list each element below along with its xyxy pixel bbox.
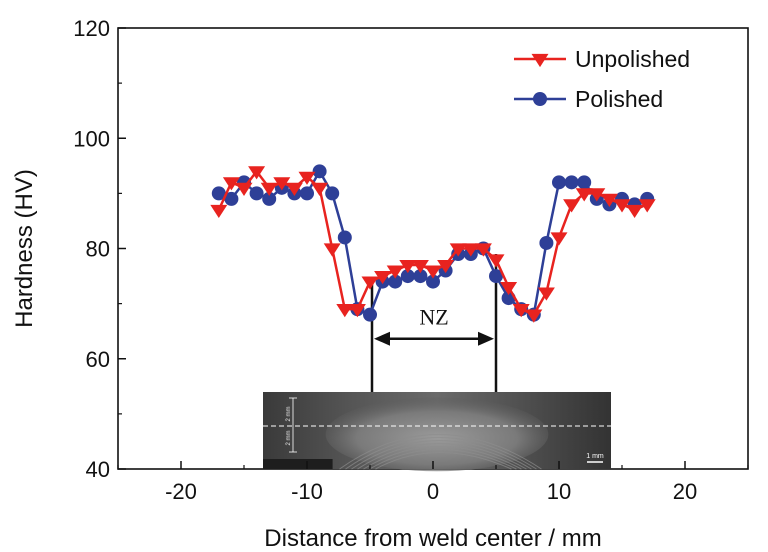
inset-flow-line [363,446,522,470]
legend-label-polished: Polished [575,86,663,112]
unpolished-point [285,182,303,196]
weld-macrograph-inset: 2 mm 2 mm 1 mm [263,392,611,472]
polished-point [224,191,239,206]
nz-arrow-head-left [374,331,390,346]
polished-point [413,269,428,284]
legend-label-unpolished: Unpolished [575,46,690,72]
polished-point [337,230,352,245]
polished-point [400,269,415,284]
unpolished-point [386,265,404,279]
legend-item-polished: Polished [514,86,663,112]
polished-point [312,164,327,179]
polished-point [211,186,226,201]
polished-point [539,235,554,250]
polished-point [388,274,403,289]
unpolished-point [361,276,379,290]
polished-point [249,186,264,201]
unpolished-point [348,304,366,318]
unpolished-point [537,287,555,301]
x-tick-label: -20 [165,479,197,504]
unpolished-point [222,177,240,191]
legend-marker-unpolished [531,53,549,68]
inset-scalebar-label: 1 mm [586,453,604,460]
legend: Unpolished Polished [514,46,690,112]
x-axis-ticks: -20 -10 0 10 20 [117,461,749,504]
polished-point [325,186,340,201]
inset-flow-line [339,434,542,470]
unpolished-point [374,270,392,285]
unpolished-point [613,199,631,213]
unpolished-point [487,254,505,268]
series-layer [210,164,656,323]
series-unpolished [210,166,656,323]
x-tick-label: 20 [673,479,697,504]
unpolished-point [298,171,316,185]
nz-arrow-head-right [478,331,494,346]
unpolished-point [600,193,618,207]
inset-scale-label-1: 2 mm [286,406,292,421]
inset-flow-line [351,440,532,470]
unpolished-point [323,243,341,257]
y-tick-label: 80 [86,237,110,262]
inset-dark-band [263,459,333,469]
unpolished-point [474,243,492,257]
inset-flow-line [375,452,512,470]
unpolished-point [500,281,518,296]
nz-label: NZ [419,305,448,330]
series-polished [211,164,655,322]
x-tick-label: 0 [427,479,439,504]
polished-point [262,191,277,206]
unpolished-point [575,188,593,202]
unpolished-point [563,199,581,213]
inset-scale-label-2: 2 mm [286,430,292,445]
unpolished-point [311,182,329,196]
unpolished-point [210,204,228,218]
inset-flow-line [357,443,527,470]
x-tick-label: 10 [547,479,571,504]
unpolished-point [248,166,266,180]
y-axis-title: Hardness (HV) [11,169,38,328]
y-axis-ticks: 40 60 80 100 120 [73,16,126,482]
y-tick-label: 60 [86,347,110,372]
polished-point [300,186,314,201]
legend-marker-polished [533,92,547,106]
legend-item-unpolished: Unpolished [514,46,690,72]
polished-point [577,175,592,190]
polished-point [552,175,566,190]
polished-point [489,269,503,284]
unpolished-point [449,243,467,257]
x-tick-label: -10 [291,479,323,504]
y-tick-label: 100 [73,126,110,151]
nz-annotation: NZ [370,254,498,392]
unpolished-point [626,204,644,218]
unpolished-point [525,309,543,323]
unpolished-point [260,182,278,196]
unpolished-point [588,188,606,202]
unpolished-point [424,265,442,279]
unpolished-point [437,259,455,274]
unpolished-point [399,259,417,274]
polished-point [564,175,579,190]
unpolished-point [411,259,429,274]
x-axis-title: Distance from weld center / mm [264,525,601,552]
polished-point [363,307,377,322]
unpolished-point [512,304,530,318]
unpolished-point [462,243,480,257]
y-tick-label: 40 [86,457,110,482]
unpolished-point [235,182,253,196]
unpolished-point [638,199,656,213]
y-tick-label: 120 [73,16,110,41]
inset-flow-line [345,437,537,470]
polished-point [426,274,440,289]
unpolished-point [273,177,291,191]
unpolished-point [550,232,568,246]
unpolished-point [336,304,354,318]
inset-flow-line [369,449,517,470]
